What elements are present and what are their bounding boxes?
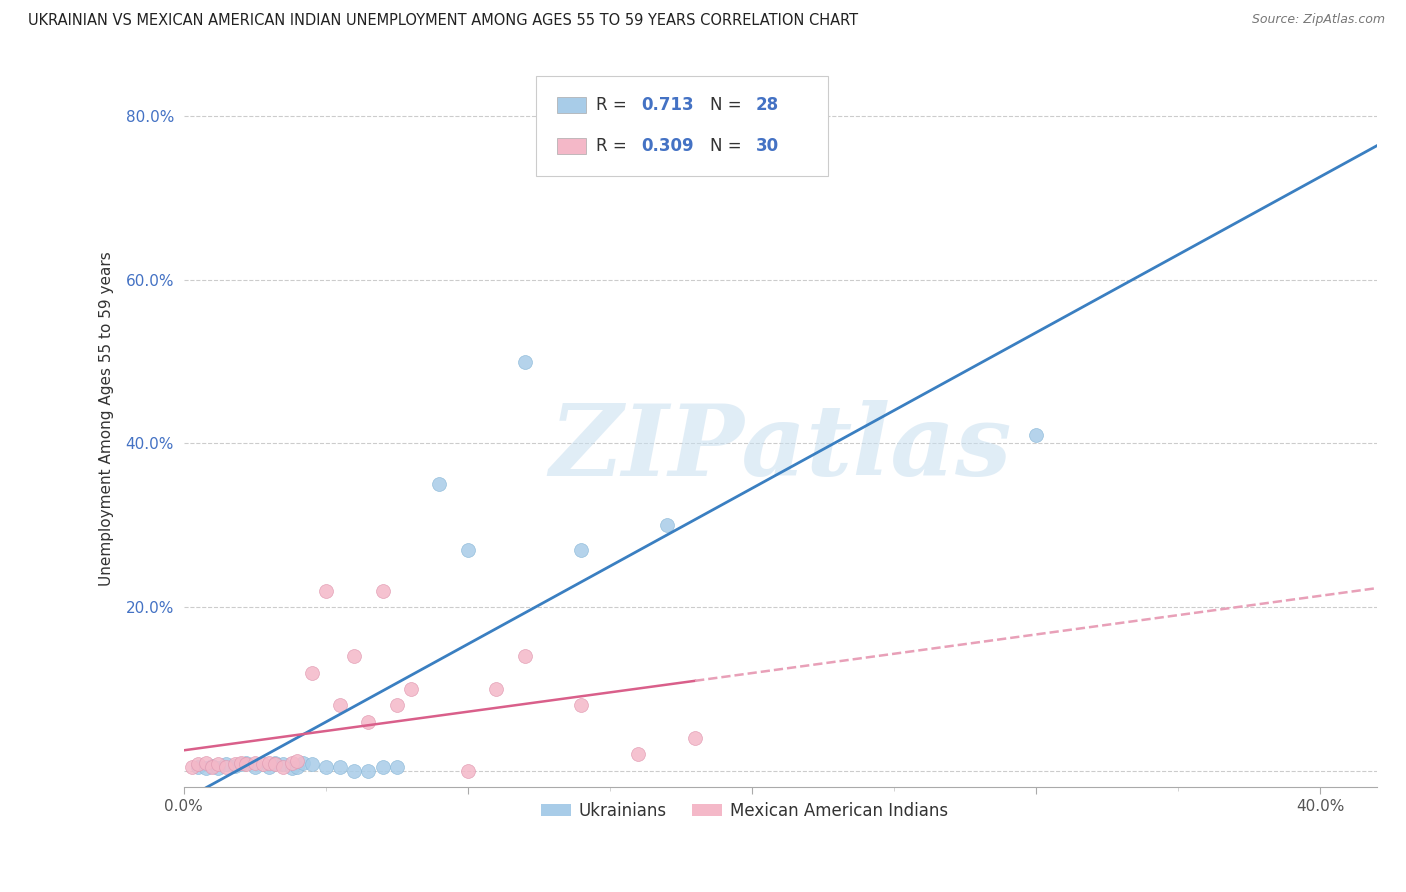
FancyBboxPatch shape [536, 77, 828, 176]
Point [485, 681, 508, 696]
Point [271, 760, 294, 774]
FancyBboxPatch shape [557, 137, 586, 153]
Point [627, 747, 650, 762]
Point [224, 757, 246, 772]
Point [457, 542, 479, 557]
Point [513, 649, 536, 664]
Point [571, 542, 593, 557]
Point [683, 731, 706, 745]
Point [271, 757, 294, 772]
Point [235, 756, 257, 770]
Text: 28: 28 [755, 96, 779, 114]
Point [224, 759, 246, 773]
Point [195, 761, 218, 775]
Point [292, 756, 315, 770]
Point [195, 756, 218, 770]
Point [263, 757, 285, 772]
Point [207, 757, 229, 772]
Point [429, 477, 451, 491]
Legend: Ukrainians, Mexican American Indians: Ukrainians, Mexican American Indians [534, 796, 955, 827]
Point [280, 756, 302, 770]
Point [301, 665, 323, 680]
Text: 0.713: 0.713 [641, 96, 693, 114]
Point [385, 698, 408, 713]
Point [257, 760, 280, 774]
Point [229, 757, 252, 772]
Point [343, 649, 366, 664]
Point [201, 760, 224, 774]
Point [252, 757, 274, 772]
FancyBboxPatch shape [557, 97, 586, 113]
Point [357, 764, 380, 778]
Point [371, 760, 394, 774]
Text: 30: 30 [755, 136, 779, 154]
Text: R =: R = [596, 96, 631, 114]
Point [655, 518, 678, 533]
Text: ZIPatlas: ZIPatlas [550, 401, 1011, 497]
Point [1025, 428, 1047, 442]
Point [181, 760, 204, 774]
Point [385, 760, 408, 774]
Text: N =: N = [710, 136, 747, 154]
Point [457, 764, 479, 778]
Point [571, 698, 593, 713]
Point [243, 760, 266, 774]
Point [280, 761, 302, 775]
Point [235, 757, 257, 772]
Point [263, 756, 285, 770]
Point [301, 757, 323, 772]
Point [229, 756, 252, 770]
Y-axis label: Unemployment Among Ages 55 to 59 years: Unemployment Among Ages 55 to 59 years [100, 252, 114, 586]
Point [201, 759, 224, 773]
Point [315, 760, 337, 774]
Point [371, 583, 394, 598]
Point [399, 681, 422, 696]
Point [285, 760, 308, 774]
Text: Source: ZipAtlas.com: Source: ZipAtlas.com [1251, 13, 1385, 27]
Text: UKRAINIAN VS MEXICAN AMERICAN INDIAN UNEMPLOYMENT AMONG AGES 55 TO 59 YEARS CORR: UKRAINIAN VS MEXICAN AMERICAN INDIAN UNE… [28, 13, 858, 29]
Point [329, 698, 352, 713]
Point [187, 760, 209, 774]
Point [343, 764, 366, 778]
Point [315, 583, 337, 598]
Point [215, 757, 238, 772]
Point [329, 760, 352, 774]
Point [357, 714, 380, 729]
Text: N =: N = [710, 96, 747, 114]
Text: R =: R = [596, 136, 631, 154]
Text: 0.309: 0.309 [641, 136, 693, 154]
Point [207, 760, 229, 774]
Point [285, 754, 308, 768]
Point [513, 354, 536, 368]
Point [215, 760, 238, 774]
Point [257, 756, 280, 770]
Point [243, 756, 266, 770]
Point [187, 757, 209, 772]
